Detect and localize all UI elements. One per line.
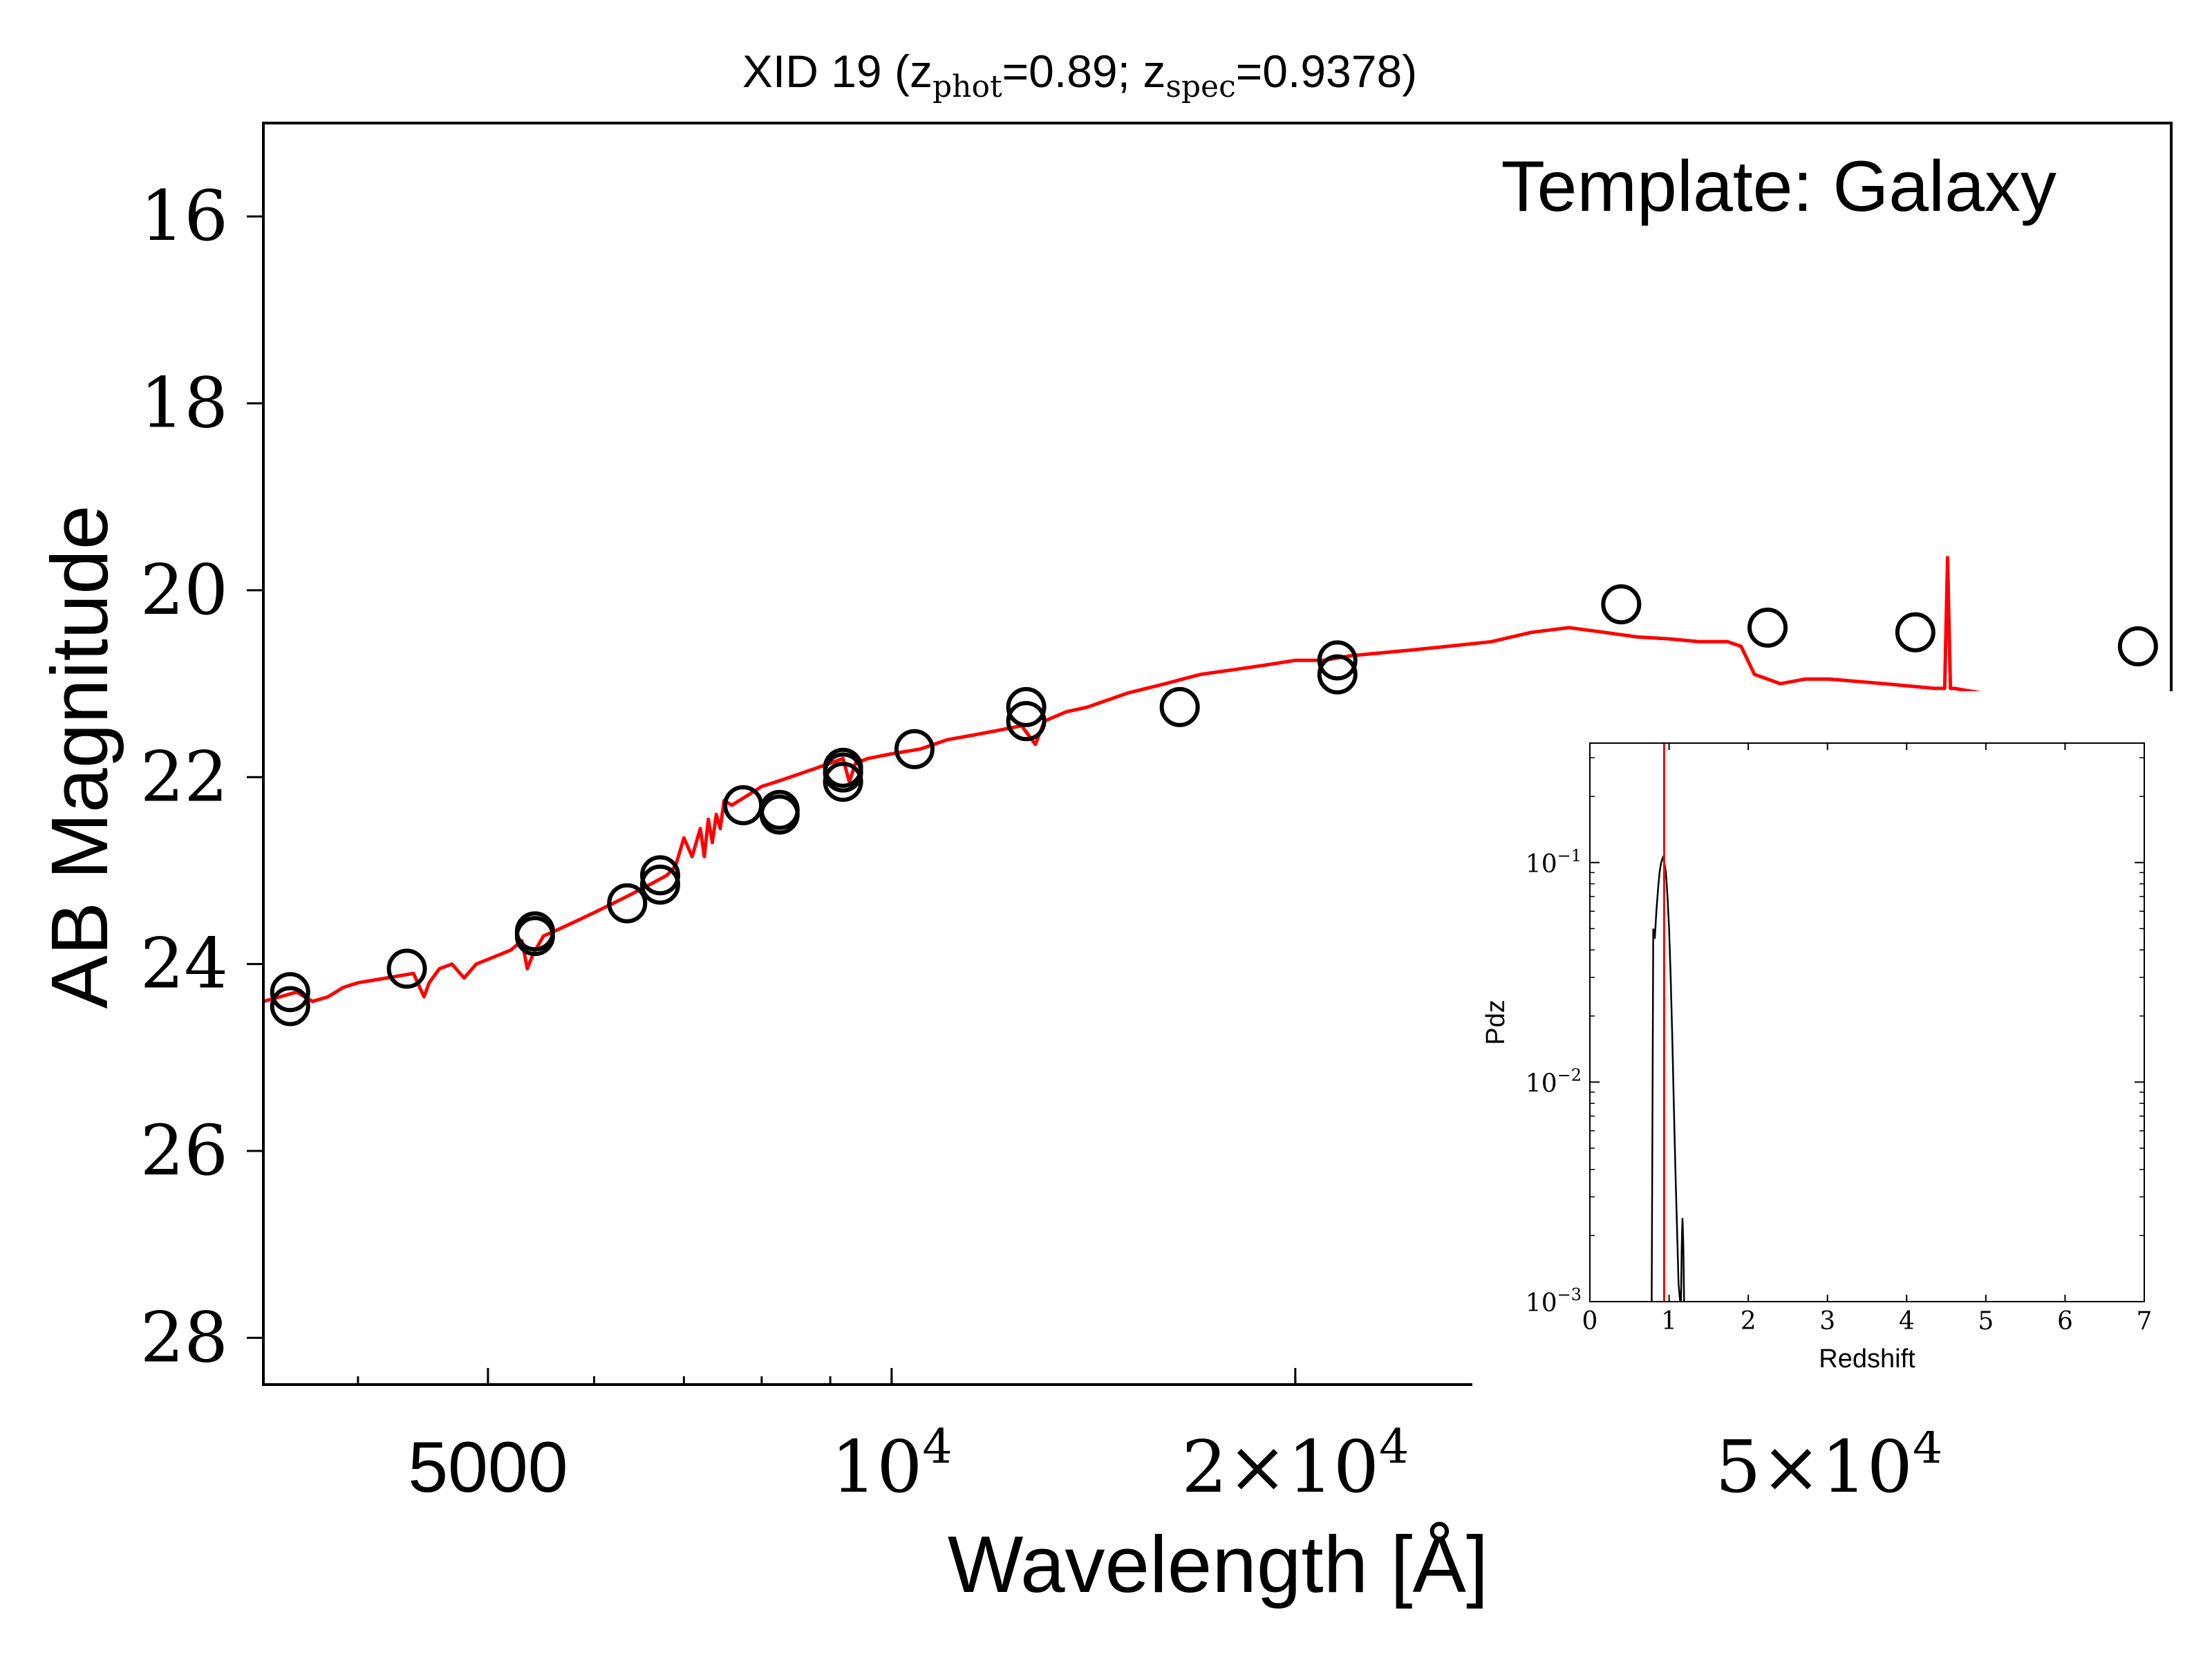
inset-x-axis-label: Redshift xyxy=(1819,1344,1915,1374)
photometry-point xyxy=(1895,612,1936,653)
inset-x-tick-label: 1 xyxy=(1661,1307,1677,1335)
x-axis-ticks: 5000 104 2×104 5×104 xyxy=(357,1368,2104,1509)
inset-x-tick-label: 2 xyxy=(1741,1307,1756,1335)
inset-y-tick-label: 10−1 xyxy=(1526,846,1582,879)
y-tick-label: 16 xyxy=(140,176,228,256)
photometry-point xyxy=(1601,584,1642,625)
photometry-point xyxy=(823,762,863,803)
pdz-series xyxy=(1651,743,1685,1302)
photometry-point xyxy=(1159,686,1200,727)
photometry-point xyxy=(759,794,800,835)
y-tick-label: 18 xyxy=(140,363,228,444)
photometry-point xyxy=(607,883,648,924)
inset-x-tick-label: 5 xyxy=(1978,1307,1994,1335)
y-axis-label: AB Magnitude xyxy=(35,505,124,1009)
x-tick-label: 5000 xyxy=(408,1427,568,1508)
inset-x-tick-label: 0 xyxy=(1582,1307,1598,1335)
inset-frame xyxy=(1589,742,2145,1302)
y-tick-label: 28 xyxy=(140,1297,228,1378)
inset-y-tick-label: 10−2 xyxy=(1526,1065,1582,1098)
inset-background xyxy=(1472,691,2212,1431)
y-tick-label: 24 xyxy=(140,924,228,1004)
photometry-point xyxy=(1006,686,1047,727)
inset-y-tick-label: 10−3 xyxy=(1526,1285,1582,1318)
pdz-curve xyxy=(1680,1218,1685,1302)
photometry-point xyxy=(270,986,310,1027)
x-tick-label: 2×104 xyxy=(1181,1420,1409,1509)
pdz-inset: 0 1 2 3 4 5 6 7 10−1 10−2 10−3 Redshift Pdz xyxy=(1472,691,2212,1431)
x-axis-label: Wavelength [Å] xyxy=(948,1519,1488,1609)
inset-x-tick-label: 6 xyxy=(2057,1307,2073,1335)
photometry-point xyxy=(2117,626,2158,667)
sed-series xyxy=(263,556,2171,1027)
photometry-point xyxy=(823,752,863,793)
inset-x-tick-label: 3 xyxy=(1819,1307,1835,1335)
photometry-point xyxy=(639,864,680,905)
y-axis-ticks: 16 18 20 22 24 26 28 xyxy=(140,176,263,1378)
photometry-point xyxy=(386,948,427,989)
photometry-point xyxy=(894,729,935,769)
chart-title: XID 19 (zphot=0.89; zspec=0.9378) xyxy=(742,46,1417,104)
inset-x-tick-label: 7 xyxy=(2137,1307,2153,1335)
pdz-curve xyxy=(1651,855,1681,1302)
photometry-point xyxy=(270,972,310,1013)
photometry-point xyxy=(639,855,680,896)
inset-axis-ticks: 0 1 2 3 4 5 6 7 10−1 10−2 10−3 xyxy=(1526,743,2153,1335)
photometry-point xyxy=(514,916,555,957)
template-annotation: Template: Galaxy xyxy=(1501,147,2056,227)
y-tick-label: 22 xyxy=(140,736,228,817)
x-tick-label: 104 xyxy=(831,1420,953,1509)
inset-x-tick-label: 4 xyxy=(1899,1307,1915,1335)
inset-y-axis-label: Pdz xyxy=(1481,1000,1510,1044)
photometry-point xyxy=(1317,654,1358,695)
x-tick-label: 5×104 xyxy=(1715,1420,1942,1509)
model-spectrum-line xyxy=(263,556,2171,1004)
y-tick-label: 26 xyxy=(140,1110,228,1191)
y-tick-label: 20 xyxy=(140,550,228,630)
photometry-point xyxy=(1006,701,1047,742)
photometry-point xyxy=(1317,640,1358,681)
photometry-point xyxy=(1747,608,1788,648)
